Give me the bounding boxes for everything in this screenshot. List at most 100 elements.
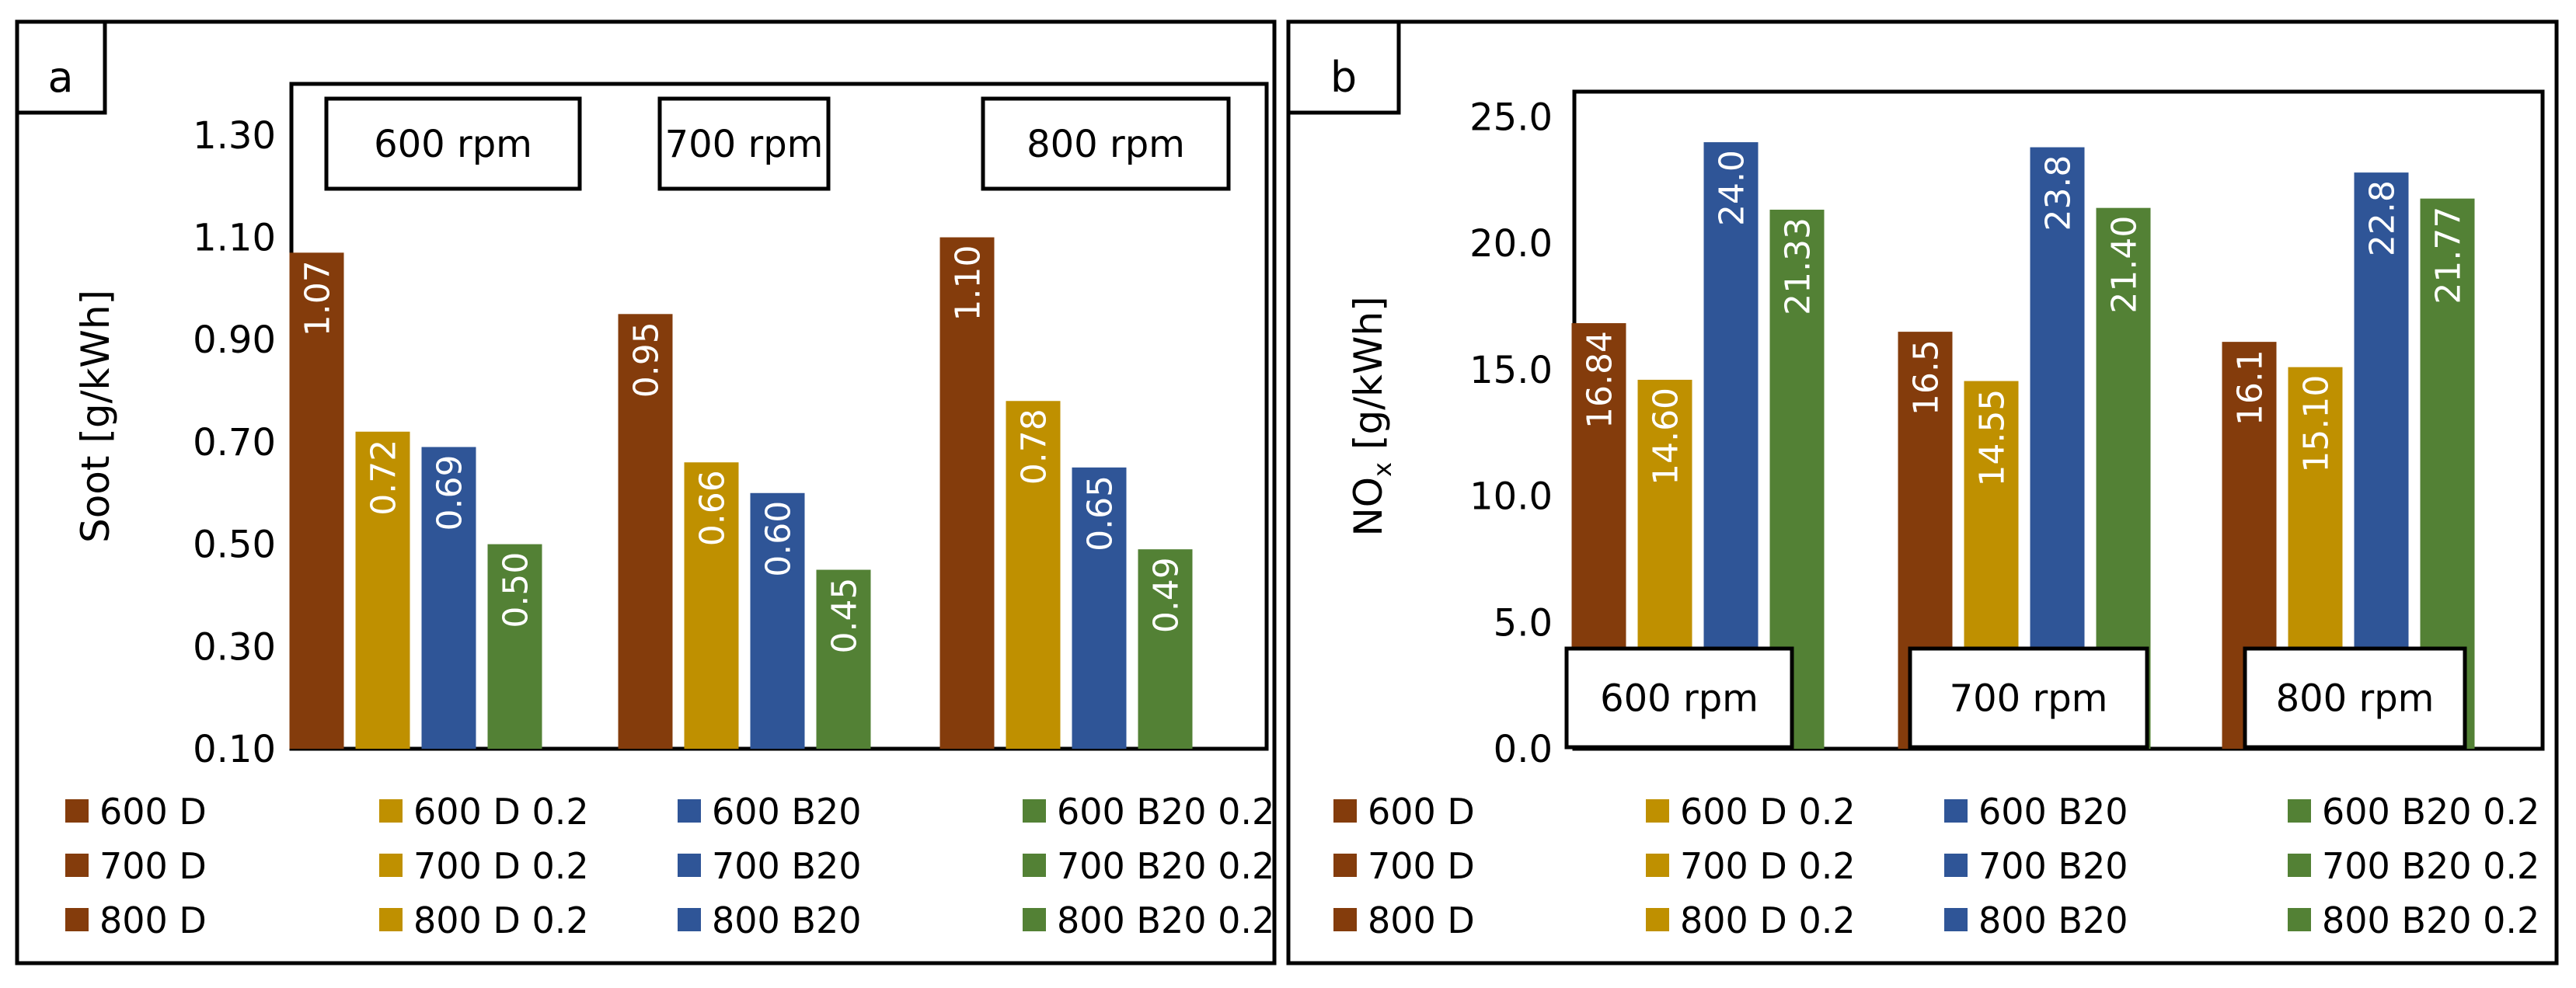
data-label: 21.40 — [2105, 216, 2145, 314]
legend-swatch — [2288, 854, 2311, 877]
legend-swatch — [1944, 799, 1968, 823]
legend-swatch — [1646, 908, 1669, 931]
data-label: 0.65 — [1081, 475, 1121, 551]
group-label-box — [657, 96, 831, 191]
data-label: 0.95 — [627, 322, 667, 398]
legend-label: 800 D 0.2 — [413, 899, 589, 941]
data-label: 16.84 — [1581, 331, 1620, 429]
data-label: 23.8 — [2039, 155, 2079, 231]
y-axis-label: Soot [g/kWh] — [73, 290, 118, 543]
legend-swatch — [1333, 908, 1357, 931]
legend-swatch — [379, 799, 403, 823]
bar — [421, 447, 476, 749]
legend-swatch — [1944, 908, 1968, 931]
bar — [487, 544, 542, 749]
group-label: 600 rpm — [374, 123, 532, 166]
legend-label: 800 B20 — [712, 899, 862, 941]
legend-label: 600 D — [99, 791, 207, 833]
legend-swatch — [379, 908, 403, 931]
legend-swatch — [65, 908, 89, 931]
group-label-box — [324, 96, 582, 191]
group-label-box — [1564, 646, 1794, 750]
group-label: 700 rpm — [1950, 677, 2108, 721]
legend-swatch — [65, 799, 89, 823]
legend-label: 600 B20 — [1978, 791, 2128, 833]
legend-label: 600 B20 0.2 — [2322, 791, 2539, 833]
panel-label-box — [1286, 19, 1401, 115]
y-tick-label: 25.0 — [1469, 96, 1553, 140]
y-tick-label: 0.90 — [193, 318, 276, 362]
y-axis-label-main: Soot [g/kWh] — [73, 290, 118, 543]
legend-label: 700 B20 — [712, 845, 862, 887]
y-tick-label: 20.0 — [1469, 222, 1553, 266]
group-label-box — [2243, 646, 2467, 750]
legend-swatch — [65, 854, 89, 877]
bar — [1006, 401, 1061, 749]
legend-swatch — [1023, 908, 1046, 931]
y-tick-label: 0.30 — [193, 625, 276, 669]
panel-frame — [1286, 19, 2559, 965]
bar — [355, 431, 410, 749]
data-label: 0.66 — [693, 470, 733, 546]
group-label-box — [981, 96, 1231, 191]
y-axis-label-subscript: x — [1368, 462, 1397, 477]
group-label: 700 rpm — [665, 123, 824, 166]
legend-swatch — [1646, 854, 1669, 877]
legend-label: 700 D 0.2 — [1680, 845, 1856, 887]
panel-label: b — [1330, 53, 1357, 102]
data-label: 15.10 — [2297, 375, 2337, 473]
bar — [289, 252, 344, 749]
y-axis-label: NOx [g/kWh] — [1346, 296, 1397, 536]
data-label: 16.1 — [2231, 350, 2271, 426]
panel-a: a 0.10 0.30 0.50 0.70 0.90 1.10 1.30 Soot [g/kWh… — [15, 19, 1277, 965]
legend-label: 600 B20 0.2 — [1057, 791, 1274, 833]
legend-swatch — [1023, 854, 1046, 877]
legend-label: 800 B20 0.2 — [1057, 899, 1274, 941]
data-label: 1.10 — [949, 245, 988, 322]
panel-b: b 0.0 5.0 10.0 15.0 20.0 25.0 NOx [g/kWh] 16.84 1… — [1286, 19, 2559, 965]
legend-swatch — [1023, 799, 1046, 823]
legend-swatch — [1333, 799, 1357, 823]
y-tick-label: 1.30 — [193, 114, 276, 158]
legend-label: 700 B20 0.2 — [1057, 845, 1274, 887]
legend-swatch — [678, 854, 701, 877]
legend-label: 700 D — [99, 845, 207, 887]
data-label: 21.77 — [2429, 207, 2469, 304]
legend-swatch — [1333, 854, 1357, 877]
data-label: 16.5 — [1907, 339, 1947, 416]
bar — [1072, 467, 1127, 749]
legend-label: 800 B20 — [1978, 899, 2128, 941]
data-label: 0.72 — [364, 440, 404, 516]
legend-label: 800 D — [1368, 899, 1475, 941]
legend-label: 600 B20 — [712, 791, 862, 833]
y-tick-label: 1.10 — [193, 217, 276, 260]
data-label: 14.55 — [1973, 389, 2013, 487]
bar — [750, 492, 805, 749]
legend-swatch — [2288, 908, 2311, 931]
legend-label: 600 D — [1368, 791, 1475, 833]
bar — [684, 462, 739, 749]
y-axis-label-rest: [g/kWh] — [1346, 296, 1391, 462]
panel-frame — [15, 19, 1277, 965]
legend-label: 800 D — [99, 899, 207, 941]
legend-label: 700 B20 0.2 — [2322, 845, 2539, 887]
data-label: 0.49 — [1147, 557, 1187, 633]
bar — [816, 569, 871, 749]
data-label: 22.8 — [2363, 180, 2403, 256]
bar — [939, 237, 995, 749]
legend-label: 600 D 0.2 — [413, 791, 589, 833]
data-label: 0.50 — [497, 552, 536, 628]
y-tick-label: 5.0 — [1494, 601, 1553, 645]
legend-swatch — [2288, 799, 2311, 823]
legend-label: 800 B20 0.2 — [2322, 899, 2539, 941]
y-tick-label: 10.0 — [1469, 475, 1553, 519]
legend-swatch — [678, 799, 701, 823]
legend-label: 700 B20 — [1978, 845, 2128, 887]
legend-label: 600 D 0.2 — [1680, 791, 1856, 833]
bar — [618, 314, 673, 749]
group-label: 800 rpm — [1027, 123, 1185, 166]
data-label: 21.33 — [1779, 217, 1818, 315]
legend-swatch — [678, 908, 701, 931]
panel-label: a — [47, 53, 73, 102]
